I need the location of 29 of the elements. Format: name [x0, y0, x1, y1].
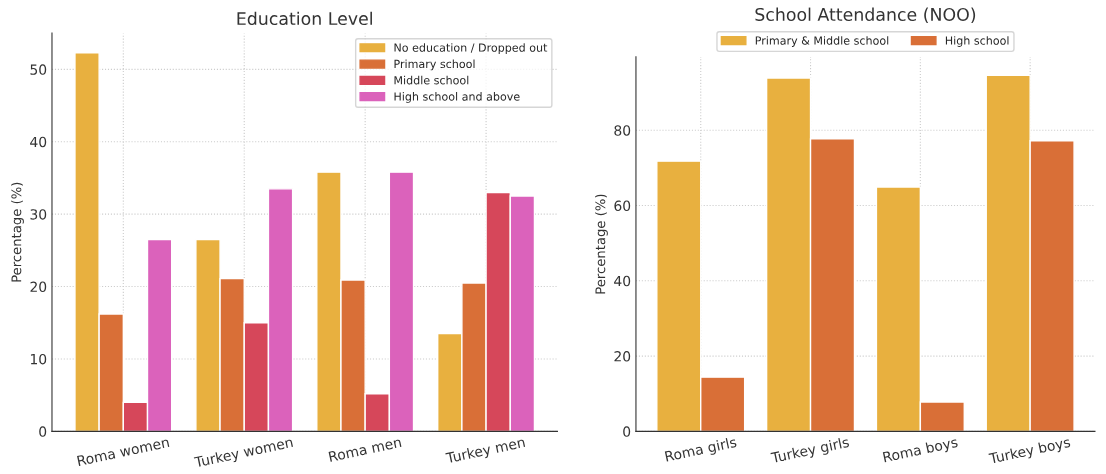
x-tick-label: Turkey boys — [988, 436, 1072, 467]
x-tick-label: Roma girls — [664, 436, 738, 465]
y-axis-title: Percentage (%) — [11, 182, 24, 282]
legend-label: High school — [945, 36, 1009, 47]
x-tick-label: Turkey women — [193, 436, 294, 471]
x-tick-label: Roma boys — [882, 436, 959, 466]
y-tick-label: 50 — [30, 64, 47, 75]
y-tick-label: 0 — [623, 426, 631, 437]
legend-label: Middle school — [394, 75, 469, 85]
y-tick-label: 20 — [30, 281, 47, 293]
y-tick-label: 80 — [614, 125, 631, 136]
x-tick-label: Roma men — [328, 436, 402, 462]
y-tick-label: 0 — [39, 426, 47, 437]
y-tick-label: 40 — [30, 136, 47, 148]
x-tick-label: Roma women — [77, 436, 170, 467]
legend-label: No education / Dropped out — [394, 43, 548, 54]
y-tick-label: 10 — [30, 353, 47, 365]
x-tick-label: Turkey men — [445, 436, 526, 467]
x-tick-label: Turkey girls — [770, 436, 850, 466]
y-tick-label: 20 — [614, 351, 631, 362]
chart-title: Education Level — [237, 11, 372, 26]
legend-label: High school and above — [394, 92, 520, 103]
legend-label: Primary school — [394, 59, 475, 71]
y-tick-label: 60 — [614, 200, 631, 212]
y-axis-title: Percentage (%) — [595, 194, 608, 294]
chart-title: School Attendance (NOO) — [755, 7, 976, 24]
y-tick-label: 40 — [614, 275, 631, 287]
legend-label: Primary & Middle school — [755, 36, 889, 47]
y-tick-label: 30 — [30, 209, 47, 220]
